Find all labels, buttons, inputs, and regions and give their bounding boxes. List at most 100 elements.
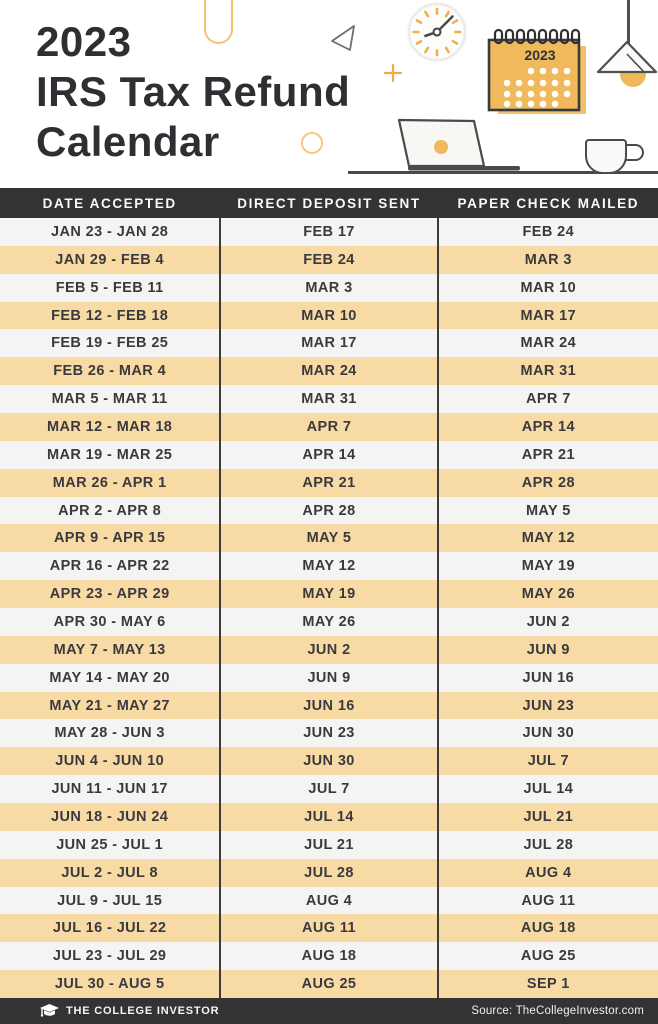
table-cell: JUL 9 - JUL 15	[57, 892, 163, 909]
table-cell: APR 28	[219, 496, 439, 525]
table-cell: JUN 30	[219, 747, 439, 776]
table-row: MAR 12 - MAR 18 APR 7 APR 14	[0, 413, 658, 441]
graduation-cap-icon	[40, 1003, 59, 1017]
table-cell: JUN 2	[219, 635, 439, 664]
table-cell: AUG 25	[219, 970, 439, 999]
table-cell: MAR 3	[524, 251, 572, 268]
table-row: FEB 19 - FEB 25 MAR 17 MAR 24	[0, 329, 658, 358]
table-row: JUL 23 - JUL 29 AUG 18 AUG 25	[0, 942, 658, 971]
table-cell: AUG 4	[219, 886, 439, 915]
table-row: MAR 19 - MAR 25 APR 14 APR 21	[0, 440, 658, 469]
clock-icon	[407, 2, 467, 62]
table-cell: JAN 29 - FEB 4	[55, 251, 165, 268]
title-line-year: 2023	[36, 18, 132, 65]
table-cell: JUL 28	[523, 836, 574, 853]
table-row: APR 9 - APR 15 MAY 5 MAY 12	[0, 524, 658, 553]
table-cell: MAY 12	[521, 530, 575, 547]
table-row: JUL 30 - AUG 5 AUG 25 SEP 1	[0, 970, 658, 999]
table-cell: FEB 24	[219, 245, 439, 274]
table-row: JUL 9 - JUL 15 AUG 4 AUG 11	[0, 886, 658, 915]
table-body: JAN 23 - JAN 28 FEB 17 FEB 24 JAN 29 - FEB …	[0, 218, 658, 999]
table-row: MAY 14 - MAY 20 JUN 9 JUN 16	[0, 663, 658, 692]
coffee-cup-handle	[625, 144, 644, 161]
table-cell: MAR 17	[520, 307, 577, 324]
table-header: DATE ACCEPTED DIRECT DEPOSIT SENT PAPER …	[0, 188, 658, 218]
table-row: JUN 18 - JUN 24 JUL 14 JUL 21	[0, 803, 658, 831]
table-cell: JAN 23 - JAN 28	[51, 223, 169, 240]
table-cell: JUL 28	[219, 858, 439, 887]
table-cell: JUN 9	[526, 641, 570, 658]
table-cell: FEB 26 - MAR 4	[53, 363, 167, 380]
calendar-icon: 2023	[487, 28, 586, 114]
table-row: JUN 11 - JUN 17 JUL 7 JUL 14	[0, 775, 658, 804]
table-cell: APR 28	[521, 474, 575, 491]
table-cell: APR 30 - MAY 6	[53, 613, 166, 630]
table-cell: MAY 5	[219, 524, 439, 553]
brand-name: THE COLLEGE INVESTOR	[66, 1005, 220, 1017]
laptop-icon	[397, 118, 520, 171]
table-row: MAR 5 - MAR 11 MAR 31 APR 7	[0, 385, 658, 414]
table-cell: FEB 5 - FEB 11	[55, 279, 164, 296]
table-cell: APR 2 - APR 8	[58, 502, 162, 519]
table-row: JUN 25 - JUL 1 JUL 21 JUL 28	[0, 830, 658, 859]
table-cell: MAR 19 - MAR 25	[47, 446, 173, 463]
table-row: MAY 28 - JUN 3 JUN 23 JUN 30	[0, 719, 658, 748]
table-cell: MAR 26 - APR 1	[52, 474, 167, 491]
title-line-sub: Calendar	[36, 118, 220, 165]
table-cell: JUN 25 - JUL 1	[56, 836, 164, 853]
source-attribution: Source: TheCollegeInvestor.com	[471, 1005, 644, 1017]
table-cell: MAY 12	[219, 552, 439, 581]
table-cell: MAR 10	[219, 301, 439, 330]
brand-logo: THE COLLEGE INVESTOR	[40, 1003, 220, 1019]
table-cell: JUN 16	[522, 669, 575, 686]
table-cell: JUL 7	[219, 775, 439, 804]
table-cell: MAR 3	[219, 273, 439, 302]
table-cell: MAY 14 - MAY 20	[49, 669, 170, 686]
table-cell: AUG 25	[520, 948, 576, 965]
table-cell: JUN 30	[522, 725, 575, 742]
table-cell: MAY 7 - MAY 13	[53, 641, 166, 658]
table-cell: MAY 21 - MAY 27	[49, 697, 170, 714]
table-cell: MAR 17	[219, 329, 439, 358]
triangle-outline-icon	[331, 25, 355, 51]
table-row: JAN 23 - JAN 28 FEB 17 FEB 24	[0, 218, 658, 246]
table-cell: MAR 31	[520, 363, 577, 380]
lamp-cord	[627, 0, 630, 44]
column-header-paper-check: PAPER CHECK MAILED	[457, 195, 640, 211]
table-row: APR 30 - MAY 6 MAY 26 JUN 2	[0, 608, 658, 636]
plus-icon	[384, 64, 402, 82]
page-title: 2023 IRS Tax Refund Calendar	[36, 17, 350, 167]
table-cell: AUG 4	[525, 864, 572, 881]
table-cell: JUL 7	[527, 753, 569, 770]
coffee-cup-icon	[585, 139, 627, 174]
circle-outline-icon	[301, 132, 323, 154]
footer-bar: THE COLLEGE INVESTOR Source: TheCollegeI…	[0, 998, 658, 1024]
table-row: FEB 12 - FEB 18 MAR 10 MAR 17	[0, 301, 658, 330]
table-cell: APR 7	[525, 391, 571, 408]
table-cell: JUN 18 - JUN 24	[51, 808, 169, 825]
table-cell: MAR 5 - MAR 11	[51, 391, 168, 408]
table-cell: AUG 18	[520, 920, 576, 937]
table-cell: JUN 11 - JUN 17	[51, 781, 168, 798]
calendar-year-label: 2023	[524, 47, 555, 63]
table-cell: MAY 19	[521, 558, 575, 575]
table-row: MAY 21 - MAY 27 JUN 16 JUN 23	[0, 691, 658, 720]
table-cell: APR 9 - APR 15	[53, 530, 166, 547]
table-cell: MAY 26	[219, 608, 439, 636]
column-header-date-accepted: DATE ACCEPTED	[42, 195, 177, 211]
table-cell: JUL 30 - AUG 5	[54, 976, 165, 993]
table-cell: MAY 19	[219, 580, 439, 609]
table-row: APR 16 - APR 22 MAY 12 MAY 19	[0, 552, 658, 581]
table-cell: JUN 4 - JUN 10	[55, 753, 165, 770]
table-cell: MAR 10	[520, 279, 577, 296]
table-cell: MAR 24	[520, 335, 577, 352]
table-cell: JUN 16	[219, 691, 439, 720]
table-cell: SEP 1	[526, 976, 570, 993]
table-row: FEB 5 - FEB 11 MAR 3 MAR 10	[0, 273, 658, 302]
table-row: JUL 16 - JUL 22 AUG 11 AUG 18	[0, 914, 658, 943]
table-row: APR 23 - APR 29 MAY 19 MAY 26	[0, 580, 658, 609]
table-row: MAY 7 - MAY 13 JUN 2 JUN 9	[0, 635, 658, 664]
table-cell: JUN 9	[219, 663, 439, 692]
table-row: MAR 26 - APR 1 APR 21 APR 28	[0, 468, 658, 497]
table-row: APR 2 - APR 8 APR 28 MAY 5	[0, 496, 658, 525]
